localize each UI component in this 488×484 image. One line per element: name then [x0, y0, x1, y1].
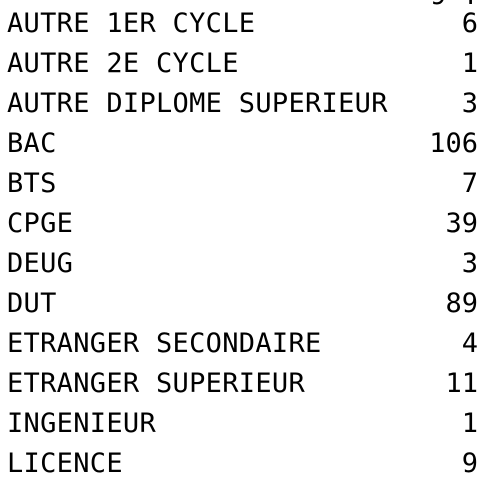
row-count: 11	[445, 368, 478, 399]
row-count: 6	[461, 8, 478, 39]
row-count: 1	[461, 408, 478, 439]
table-row: CPGE 39	[0, 204, 488, 244]
row-label: DUT	[7, 288, 57, 319]
row-label: LICENCE	[7, 448, 123, 479]
row-label: DEUG	[7, 248, 74, 279]
row-label: AUTRE 2E CYCLE	[7, 48, 239, 79]
cutoff-header-text: 9 Y	[430, 0, 479, 9]
row-count: 7	[461, 168, 478, 199]
table-row: BTS 7	[0, 164, 488, 204]
row-count: 3	[461, 88, 478, 119]
row-label: BAC	[7, 128, 57, 159]
table-row: INGENIEUR 1	[0, 404, 488, 444]
table-row: BAC 106	[0, 124, 488, 164]
table-row: AUTRE 2E CYCLE 1	[0, 44, 488, 84]
row-count: 4	[461, 328, 478, 359]
row-label: INGENIEUR	[7, 408, 156, 439]
table-row: ETRANGER SECONDAIRE 4	[0, 324, 488, 364]
table-row: LICENCE 9	[0, 444, 488, 484]
row-count: 106	[429, 128, 478, 159]
row-label: CPGE	[7, 208, 74, 239]
row-count: 39	[445, 208, 478, 239]
row-count: 9	[461, 448, 478, 479]
row-label: BTS	[7, 168, 57, 199]
row-count: 1	[461, 48, 478, 79]
row-label: ETRANGER SUPERIEUR	[7, 368, 305, 399]
table-row: DUT 89	[0, 284, 488, 324]
row-count: 3	[461, 248, 478, 279]
table-row: AUTRE DIPLOME SUPERIEUR 3	[0, 84, 488, 124]
row-label: AUTRE 1ER CYCLE	[7, 8, 256, 39]
table-row: AUTRE 1ER CYCLE 6	[0, 4, 488, 44]
table-row: ETRANGER SUPERIEUR 11	[0, 364, 488, 404]
table-row: DEUG 3	[0, 244, 488, 284]
row-count: 89	[445, 288, 478, 319]
row-label: AUTRE DIPLOME SUPERIEUR	[7, 88, 388, 119]
row-label: ETRANGER SECONDAIRE	[7, 328, 322, 359]
